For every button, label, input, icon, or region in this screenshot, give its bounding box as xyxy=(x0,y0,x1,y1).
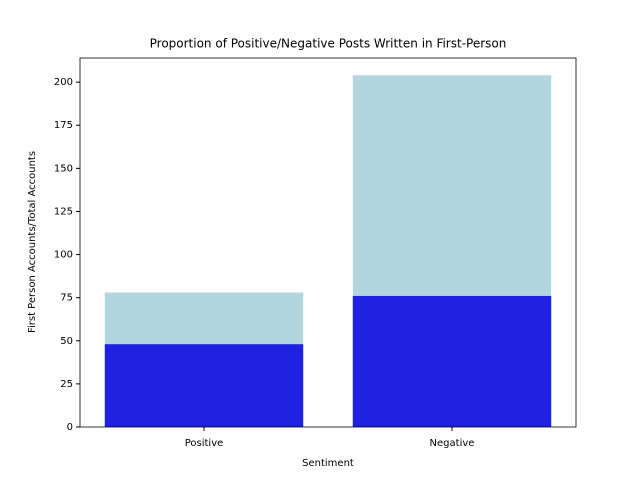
axes-frame xyxy=(79,57,577,428)
y-tick-label: 100 xyxy=(54,250,73,261)
y-axis-label: First Person Accounts/Total Accounts xyxy=(27,151,38,333)
x-tick-label: Negative xyxy=(430,438,475,449)
bar xyxy=(104,344,304,427)
y-tick-label: 150 xyxy=(54,163,73,174)
bar xyxy=(352,295,552,427)
y-tick-label: 125 xyxy=(54,206,73,217)
x-axis-label: Sentiment xyxy=(302,458,354,469)
x-tick-label: Positive xyxy=(185,438,224,449)
y-tick-label: 200 xyxy=(54,77,73,88)
y-tick-label: 50 xyxy=(60,336,73,347)
y-tick-label: 75 xyxy=(60,293,73,304)
plot-area: Positive Negative 0 25 50 75 100 125 150 175 200 xyxy=(54,57,577,449)
y-tick-label: 0 xyxy=(67,422,73,433)
y-tick-label: 25 xyxy=(60,379,73,390)
y-tick-label: 175 xyxy=(54,120,73,131)
chart-title: Proportion of Positive/Negative Posts Wr… xyxy=(150,37,507,51)
